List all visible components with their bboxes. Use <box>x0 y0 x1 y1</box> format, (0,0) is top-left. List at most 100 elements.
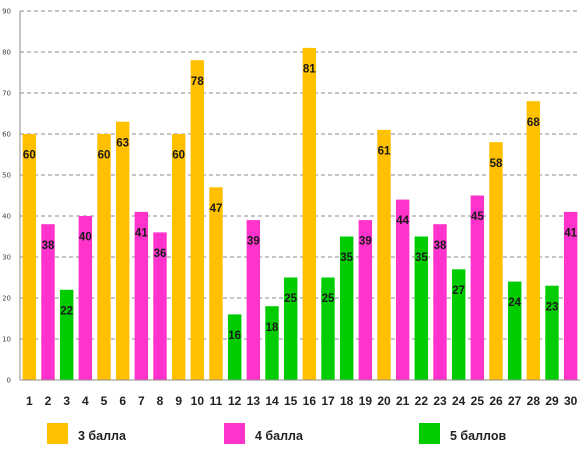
x-tick-label: 16 <box>303 394 317 408</box>
data-label: 63 <box>116 137 129 149</box>
y-tick-label: 60 <box>2 131 11 139</box>
x-tick-label: 8 <box>157 394 164 408</box>
bar <box>489 142 503 380</box>
x-tick-label: 23 <box>433 394 447 408</box>
x-tick-label: 17 <box>321 394 335 408</box>
data-label: 35 <box>340 252 353 264</box>
legend-label: 3 балла <box>78 429 127 443</box>
data-label: 60 <box>98 150 111 162</box>
bar <box>526 101 541 380</box>
x-tick-label: 4 <box>82 394 89 408</box>
legend-swatch <box>419 423 440 444</box>
bar <box>134 211 149 380</box>
y-tick-label: 10 <box>2 336 11 344</box>
data-label: 38 <box>42 240 55 252</box>
data-label: 61 <box>378 146 391 158</box>
x-tick-label: 6 <box>119 394 126 408</box>
x-tick-label: 30 <box>564 394 578 408</box>
x-tick-label: 25 <box>471 394 485 408</box>
data-label: 44 <box>396 215 409 227</box>
bar <box>171 134 186 380</box>
x-tick-label: 22 <box>415 394 429 408</box>
bar <box>358 220 373 380</box>
bar <box>470 195 485 380</box>
x-tick-label: 15 <box>284 394 298 408</box>
x-tick-label: 13 <box>247 394 261 408</box>
bar <box>545 285 559 380</box>
x-tick-label: 20 <box>377 394 391 408</box>
bar <box>246 220 261 380</box>
bar <box>414 236 429 380</box>
y-tick-label: 70 <box>2 90 11 98</box>
bar <box>153 232 167 380</box>
data-label: 60 <box>23 150 36 162</box>
data-label: 36 <box>154 248 167 260</box>
y-tick-label: 50 <box>2 172 11 180</box>
gridlines <box>20 10 580 340</box>
bar <box>22 134 37 380</box>
bar <box>190 60 205 380</box>
x-tick-label: 24 <box>452 394 466 408</box>
x-tick-label: 26 <box>489 394 503 408</box>
bar <box>563 211 578 380</box>
data-label: 41 <box>135 228 148 240</box>
data-label: 39 <box>247 236 260 248</box>
x-tick-label: 3 <box>63 394 70 408</box>
bar <box>321 277 335 380</box>
bar <box>283 277 298 380</box>
bar <box>97 134 111 380</box>
y-axis: 0 10 20 30 40 50 60 70 80 90 <box>2 8 21 385</box>
x-tick-label: 27 <box>508 394 522 408</box>
x-tick-label: 2 <box>45 394 52 408</box>
data-label: 45 <box>471 211 484 223</box>
data-label: 40 <box>79 232 92 244</box>
data-label: 39 <box>359 236 372 248</box>
x-tick-label: 14 <box>265 394 279 408</box>
legend-label: 5 баллов <box>450 429 506 443</box>
y-tick-label: 0 <box>7 377 11 385</box>
y-tick-label: 80 <box>2 49 11 57</box>
bar <box>41 224 55 380</box>
data-label: 27 <box>452 285 465 297</box>
data-label: 25 <box>322 293 335 305</box>
legend-label: 4 балла <box>255 429 304 443</box>
x-tick-label: 11 <box>210 394 223 408</box>
bar <box>339 236 354 380</box>
bar <box>209 187 223 380</box>
bar <box>59 289 74 380</box>
x-tick-label: 7 <box>138 394 145 408</box>
bar <box>451 269 466 380</box>
bar <box>265 306 279 380</box>
x-tick-label: 29 <box>545 394 559 408</box>
bar <box>507 281 522 380</box>
y-tick-label: 40 <box>2 213 11 221</box>
bar <box>377 129 391 380</box>
x-tick-label: 9 <box>175 394 182 408</box>
x-axis: 1 2 3 4 5 6 7 8 9 10 11 12 13 14 15 16 17 18 19 20 21 22 23 24 2… <box>20 379 580 408</box>
data-label: 41 <box>564 228 577 240</box>
data-labels: 60 38 22 40 60 63 41 36 60 78 47 16 39 18 25 81 25 35 39 61… <box>23 64 578 343</box>
bar <box>227 314 242 380</box>
data-label: 58 <box>490 158 503 170</box>
bar <box>302 47 317 381</box>
x-tick-label: 28 <box>527 394 541 408</box>
bar <box>395 199 410 380</box>
x-tick-label: 12 <box>228 394 242 408</box>
data-label: 68 <box>527 117 540 129</box>
data-label: 24 <box>508 297 521 309</box>
y-tick-label: 20 <box>2 295 11 303</box>
data-label: 25 <box>284 293 297 305</box>
x-tick-label: 18 <box>340 394 354 408</box>
bars <box>22 47 578 381</box>
data-label: 78 <box>191 76 204 88</box>
data-label: 23 <box>546 301 559 313</box>
x-tick-label: 1 <box>26 394 33 408</box>
data-label: 47 <box>210 203 223 215</box>
y-tick-label: 90 <box>2 8 11 16</box>
data-label: 22 <box>60 305 73 317</box>
data-label: 81 <box>303 64 316 76</box>
bar <box>433 224 447 380</box>
x-tick-label: 5 <box>101 394 108 408</box>
x-tick-label: 10 <box>191 394 205 408</box>
